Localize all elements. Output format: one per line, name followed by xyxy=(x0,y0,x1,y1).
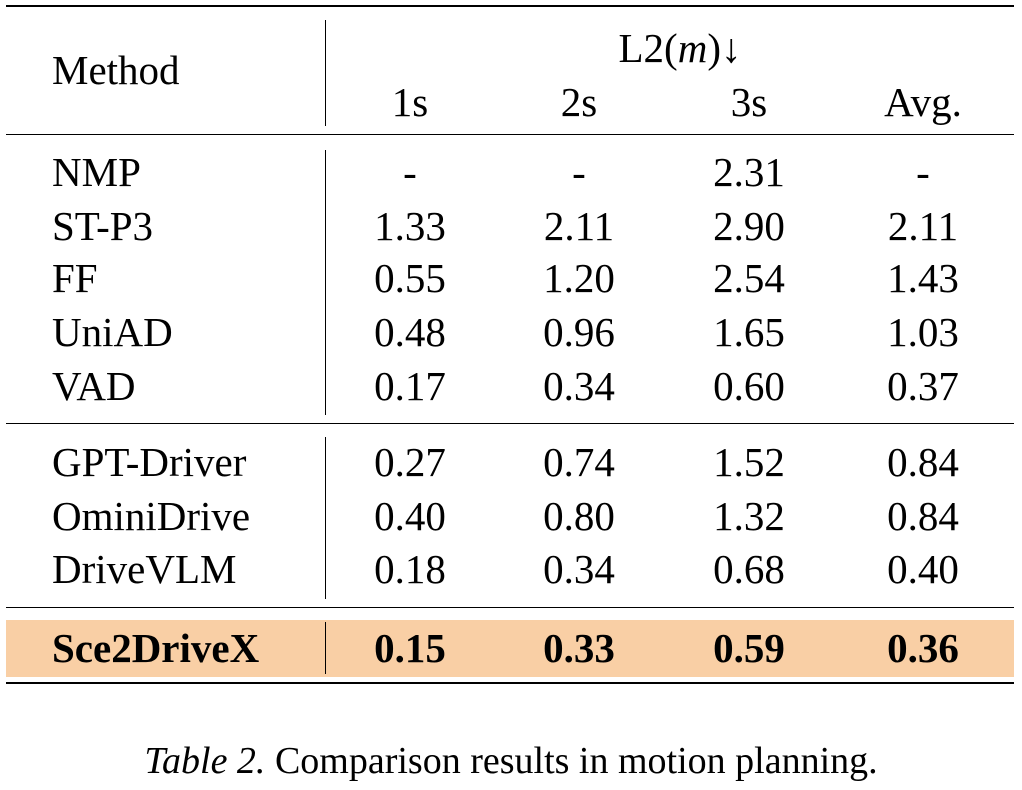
row-value: 2.11 xyxy=(543,203,615,249)
row-value: 0.37 xyxy=(887,363,959,409)
caption-text: Comparison results in motion planning. xyxy=(265,740,878,782)
row-value: 0.40 xyxy=(887,546,959,592)
row-value: 0.34 xyxy=(543,363,615,409)
highlight-row-value: 0.33 xyxy=(543,625,615,671)
group3-vertical-separator xyxy=(325,622,326,674)
group-rule-1 xyxy=(6,423,1014,424)
row-method: NMP xyxy=(52,149,141,195)
row-value: - xyxy=(403,149,417,195)
row-value: 0.48 xyxy=(374,309,446,355)
row-method: OminiDrive xyxy=(52,493,251,539)
row-value: 1.43 xyxy=(887,255,959,301)
col-header-1s: 1s xyxy=(391,79,429,125)
highlight-row-value: 0.15 xyxy=(374,625,446,671)
row-value: 1.32 xyxy=(713,493,785,539)
row-value: 0.40 xyxy=(374,493,446,539)
row-value: 0.84 xyxy=(887,439,959,485)
row-method: GPT-Driver xyxy=(52,439,247,485)
row-value: 0.17 xyxy=(374,363,446,409)
header-rule xyxy=(6,134,1014,135)
row-value: 0.80 xyxy=(543,493,615,539)
row-value: 1.52 xyxy=(713,439,785,485)
row-value: 1.65 xyxy=(713,309,785,355)
caption-label: Table 2. xyxy=(144,740,266,782)
col-header-3s: 3s xyxy=(730,79,768,125)
row-value: 0.18 xyxy=(374,546,446,592)
row-value: 0.60 xyxy=(713,363,785,409)
method-header: Method xyxy=(52,47,180,93)
row-value: 0.34 xyxy=(543,546,615,592)
row-value: 2.11 xyxy=(887,203,959,249)
row-method: FF xyxy=(52,255,98,301)
row-value: 0.55 xyxy=(374,255,446,301)
highlight-row-value: 0.36 xyxy=(887,625,959,671)
col-header-2s: 2s xyxy=(560,79,598,125)
highlight-row-method: Sce2DriveX xyxy=(52,625,260,671)
row-value: 0.84 xyxy=(887,493,959,539)
highlight-row-value: 0.59 xyxy=(713,625,785,671)
highlight-row-background xyxy=(6,620,1014,677)
group-rule-2 xyxy=(6,607,1014,608)
row-value: 0.27 xyxy=(374,439,446,485)
group1-vertical-separator xyxy=(325,150,326,415)
row-value: 1.03 xyxy=(887,309,959,355)
row-value: 1.20 xyxy=(543,255,615,301)
row-value: 2.90 xyxy=(713,203,785,249)
row-value: 2.31 xyxy=(713,149,785,195)
row-method: VAD xyxy=(52,363,136,409)
top-rule xyxy=(6,5,1014,7)
row-value: 2.54 xyxy=(713,255,785,301)
row-method: DriveVLM xyxy=(52,546,237,592)
row-method: UniAD xyxy=(52,309,173,355)
row-value: - xyxy=(572,149,586,195)
header-vertical-separator xyxy=(325,20,326,126)
group2-vertical-separator xyxy=(325,437,326,599)
row-value: 1.33 xyxy=(374,203,446,249)
table-caption: Table 2. Comparison results in motion pl… xyxy=(0,740,1022,782)
bottom-rule xyxy=(6,682,1014,684)
l2-group-header: L2(m)↓ xyxy=(618,25,742,71)
row-value: - xyxy=(916,149,930,195)
row-value: 0.74 xyxy=(543,439,615,485)
row-value: 0.68 xyxy=(713,546,785,592)
col-header-avg: Avg. xyxy=(884,79,962,125)
row-method: ST-P3 xyxy=(52,203,154,249)
row-value: 0.96 xyxy=(543,309,615,355)
